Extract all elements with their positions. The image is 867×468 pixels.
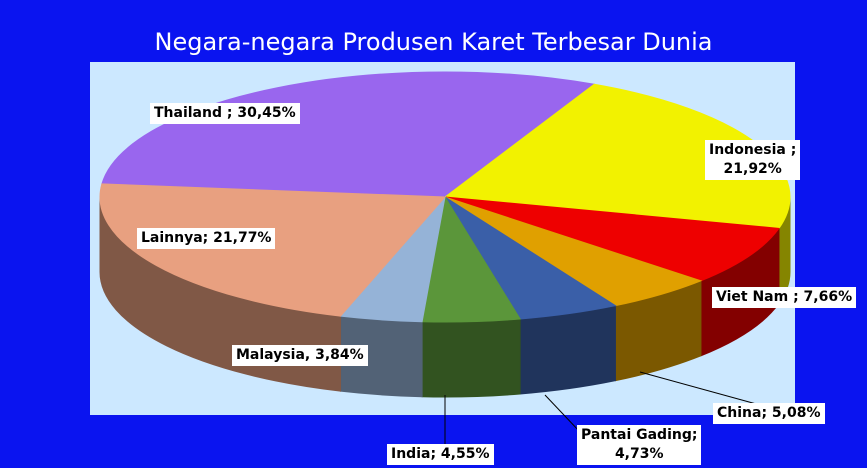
slice-side — [519, 305, 616, 395]
slice — [444, 196, 780, 282]
data-label: Viet Nam ; 7,66% — [712, 287, 857, 308]
data-label: China; 5,08% — [713, 403, 825, 424]
chart-title: Negara-negara Produsen Karet Terbesar Du… — [154, 28, 713, 56]
data-label: Indonesia ; 21,92% — [705, 140, 801, 180]
leader-line — [639, 371, 761, 406]
data-label: Thailand ; 30,45% — [150, 103, 300, 124]
slice-side — [421, 318, 521, 398]
data-label: India; 4,55% — [387, 444, 494, 465]
data-label: Lainnya; 21,77% — [137, 228, 276, 249]
data-label: Pantai Gading; 4,73% — [577, 425, 702, 465]
data-label: Malaysia, 3,84% — [232, 345, 368, 366]
slice — [99, 183, 447, 317]
leader-line — [544, 394, 581, 433]
